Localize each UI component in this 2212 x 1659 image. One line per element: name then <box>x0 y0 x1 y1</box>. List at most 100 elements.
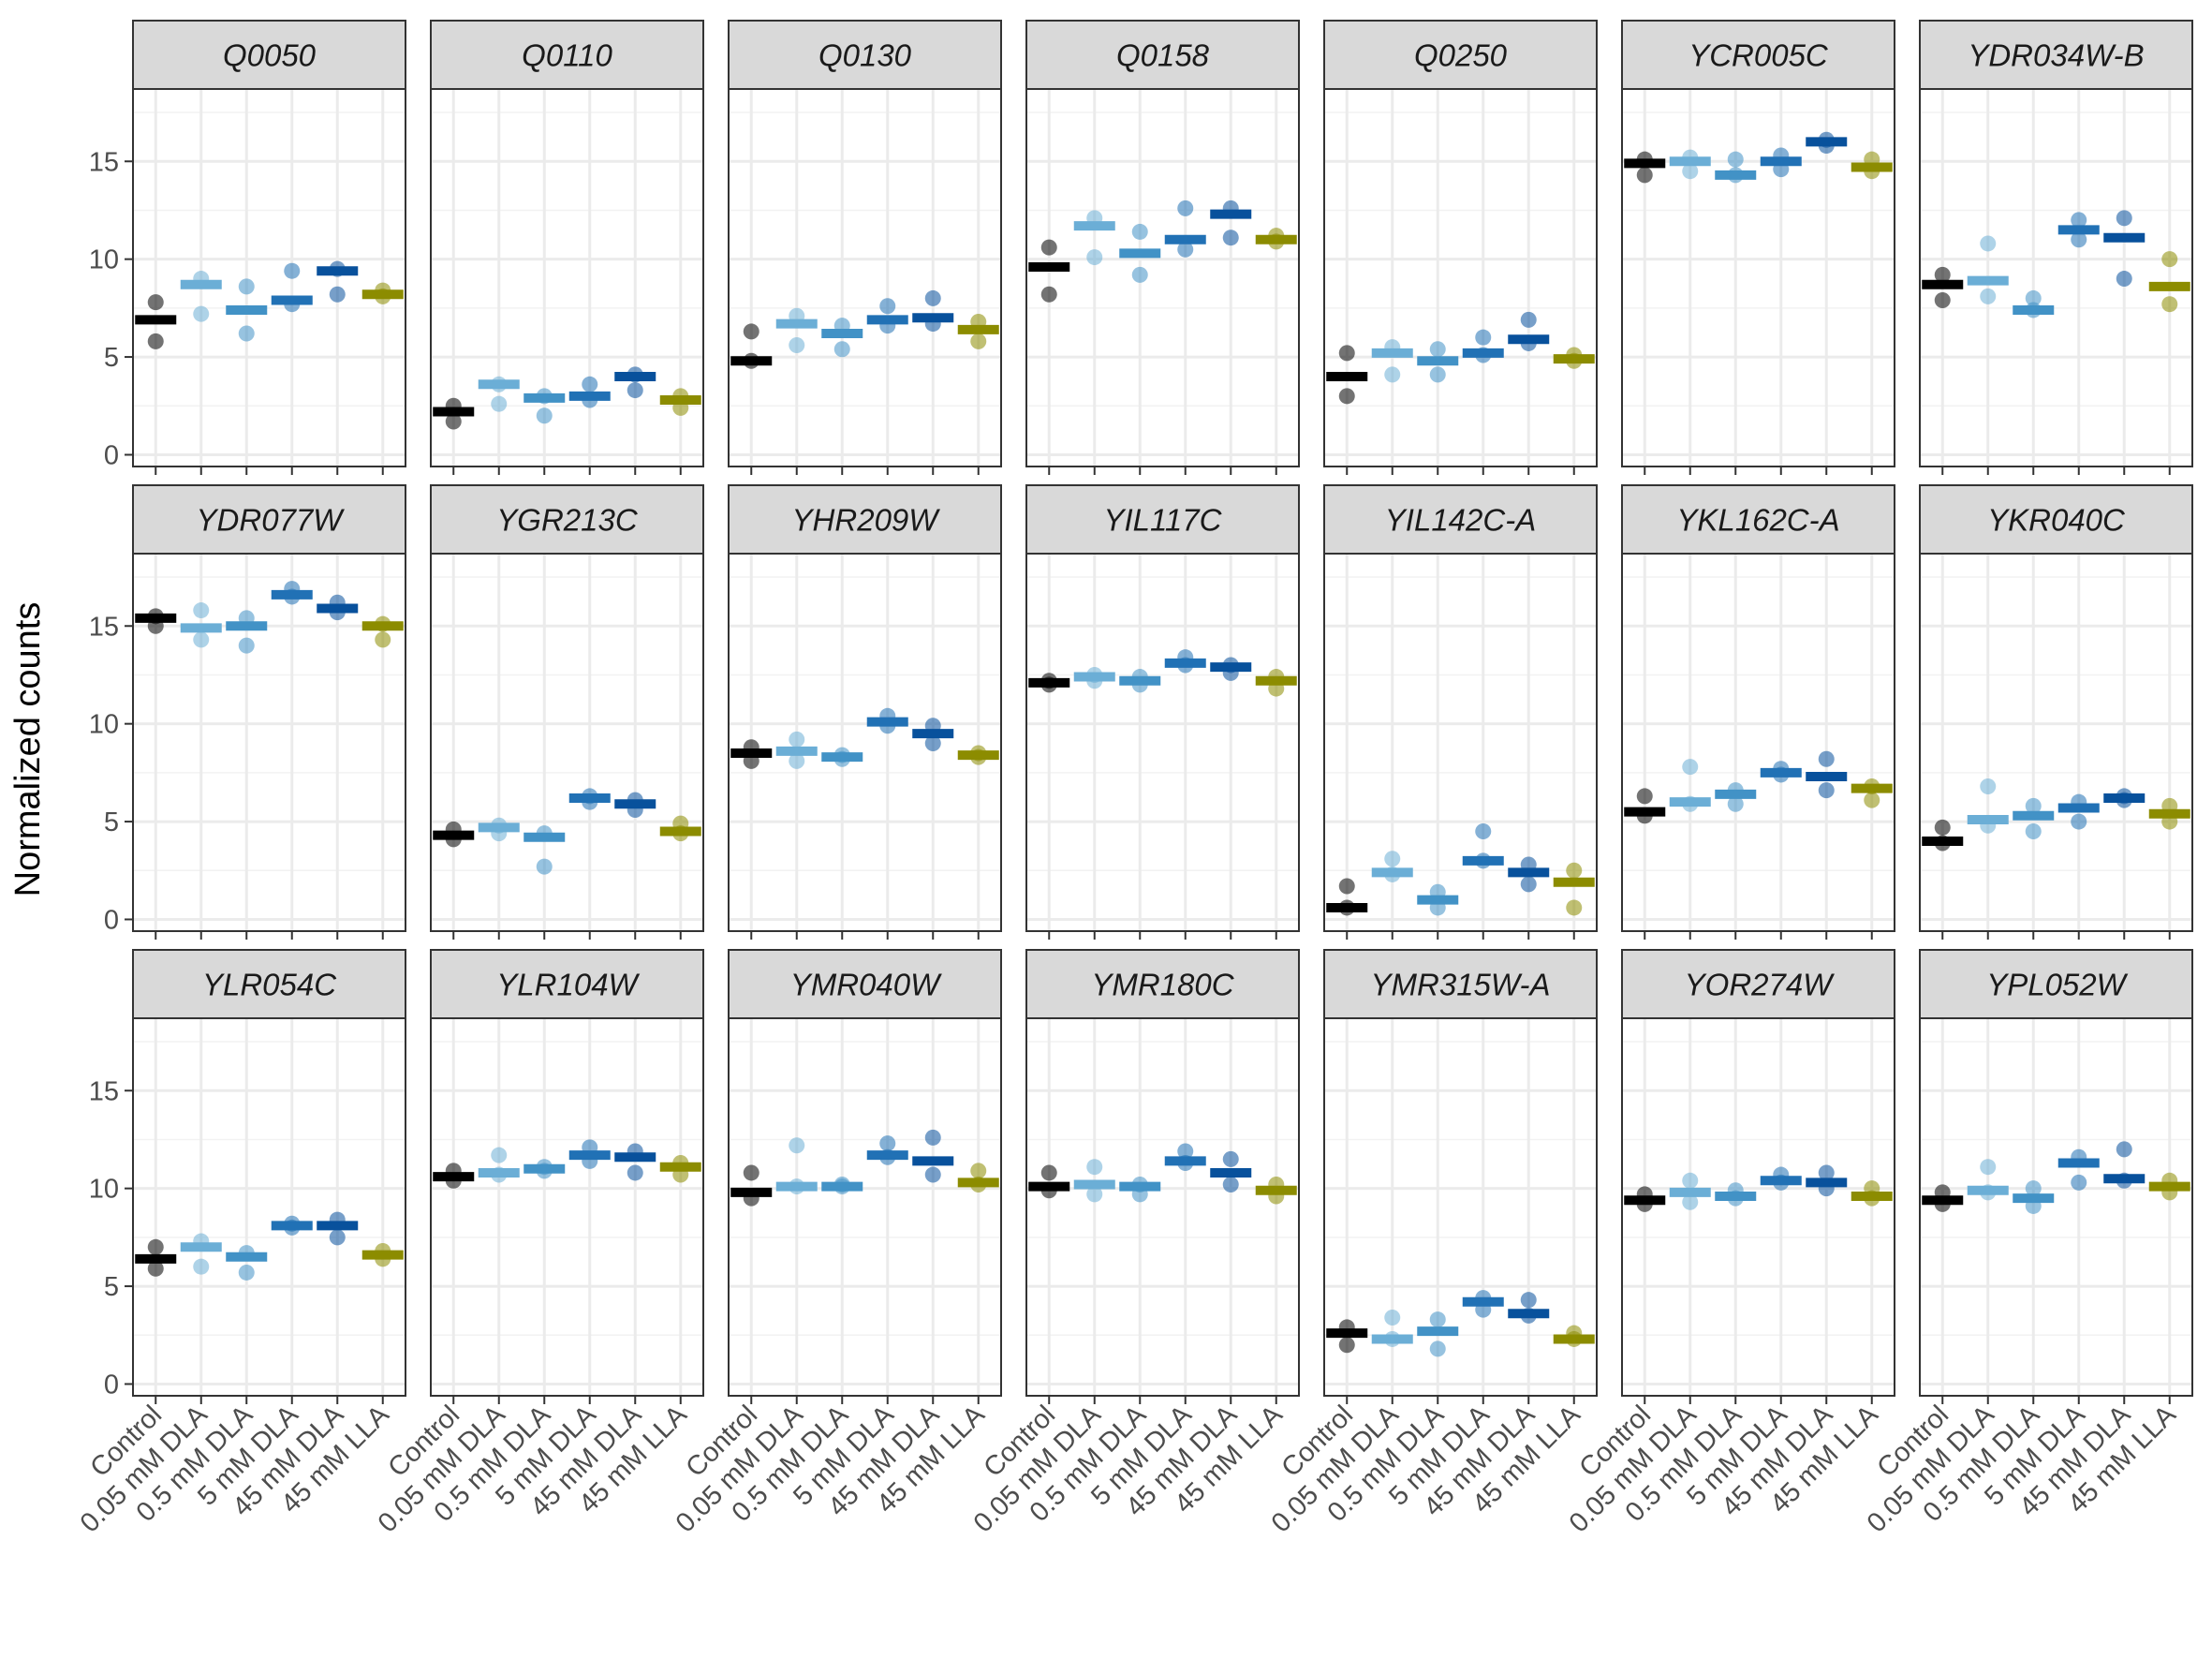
data-point <box>1934 292 1951 309</box>
facet-strip <box>430 20 704 90</box>
facet-strip <box>1621 484 1895 555</box>
facet-strip <box>1919 484 2193 555</box>
y-tick-label: 5 <box>104 1272 119 1302</box>
facet-label: YHR209W <box>792 503 941 538</box>
panel-background <box>133 554 406 931</box>
data-point <box>1040 1164 1057 1181</box>
data-point <box>2161 296 2178 313</box>
data-point <box>1980 1159 1997 1176</box>
panel-background <box>431 1018 703 1396</box>
data-point <box>627 1164 643 1181</box>
y-tick-label: 10 <box>89 1175 119 1205</box>
data-point <box>1384 366 1401 383</box>
data-point <box>1682 1193 1699 1210</box>
facet-strip <box>1919 20 2193 90</box>
data-point <box>2071 813 2087 830</box>
panel-background <box>1920 554 2192 931</box>
data-point <box>284 262 301 279</box>
facet-panel-Q0110: Q0110 <box>430 20 704 475</box>
data-point <box>147 1260 164 1277</box>
data-point <box>924 735 941 752</box>
facet-label: YLR104W <box>496 968 640 1002</box>
facet-panel-YDR077W: YDR077W 0 5 10 15 <box>89 484 406 940</box>
data-point <box>1040 239 1057 256</box>
data-point <box>789 1137 805 1154</box>
facet-label: YKR040C <box>1987 503 2126 538</box>
data-point <box>1980 288 1997 304</box>
data-point <box>2071 212 2087 229</box>
data-point <box>1520 876 1537 893</box>
facet-label: Q0158 <box>1116 38 1210 73</box>
data-point <box>2025 797 2042 814</box>
data-point <box>1131 266 1148 283</box>
data-point <box>743 323 759 340</box>
facet-strip <box>1323 949 1598 1019</box>
data-point <box>536 858 553 875</box>
y-tick-label: 15 <box>89 147 119 177</box>
panel-background <box>1324 89 1597 467</box>
panel-background <box>1324 1018 1597 1396</box>
facet-panel-Q0130: Q0130 <box>728 20 1002 475</box>
data-point <box>1520 1292 1537 1309</box>
data-point <box>879 298 896 315</box>
data-point <box>2116 1141 2132 1158</box>
facet-strip <box>132 484 406 555</box>
data-point <box>491 1147 508 1163</box>
data-point <box>1682 759 1699 776</box>
data-point <box>1086 1159 1103 1176</box>
facet-strip <box>1025 20 1300 90</box>
data-point <box>1131 223 1148 240</box>
panel-background <box>729 554 1001 931</box>
facet-label: YIL117C <box>1104 503 1223 538</box>
facet-label: Q0130 <box>818 38 912 73</box>
facet-label: YGR213C <box>496 503 639 538</box>
data-point <box>1727 151 1744 168</box>
data-point <box>1636 167 1653 184</box>
data-point <box>789 337 805 354</box>
data-point <box>970 333 987 349</box>
data-point <box>536 407 553 424</box>
facet-strip <box>1621 20 1895 90</box>
data-point <box>1682 163 1699 180</box>
facet-label: YPL052W <box>1986 968 2128 1002</box>
y-tick-label: 10 <box>89 710 119 740</box>
data-point <box>833 341 850 358</box>
facet-panel-YKL162C-A: YKL162C-A <box>1621 484 1895 940</box>
data-point <box>1429 1311 1446 1328</box>
panel-background <box>1920 89 2192 467</box>
data-point <box>238 278 255 295</box>
data-point <box>2025 823 2042 840</box>
data-point <box>1338 878 1355 895</box>
panel-background <box>1622 554 1895 931</box>
y-tick-label: 0 <box>104 440 119 470</box>
facet-strip <box>1323 484 1598 555</box>
facet-label: Q0110 <box>522 38 612 73</box>
data-point <box>193 631 210 648</box>
facet-panel-YDR034W-B: YDR034W-B <box>1919 20 2193 475</box>
data-point <box>1040 286 1057 303</box>
data-point <box>1475 329 1492 346</box>
data-point <box>147 333 164 349</box>
facet-label: YOR274W <box>1685 968 1836 1002</box>
data-point <box>1086 1186 1103 1203</box>
data-point <box>879 1135 896 1152</box>
facet-label: YMR180C <box>1091 968 1234 1002</box>
data-point <box>1727 795 1744 812</box>
y-tick-label: 5 <box>104 343 119 373</box>
data-point <box>789 752 805 769</box>
facet-label: Q0050 <box>223 38 317 73</box>
facet-strip <box>132 20 406 90</box>
facet-strip <box>430 484 704 555</box>
y-tick-label: 5 <box>104 807 119 837</box>
data-point <box>193 305 210 322</box>
data-point <box>193 1258 210 1275</box>
y-axis-title: Normalized counts <box>8 602 48 897</box>
data-point <box>1338 1337 1355 1354</box>
data-point <box>375 631 391 648</box>
panel-background <box>431 89 703 467</box>
data-point <box>1177 200 1194 216</box>
